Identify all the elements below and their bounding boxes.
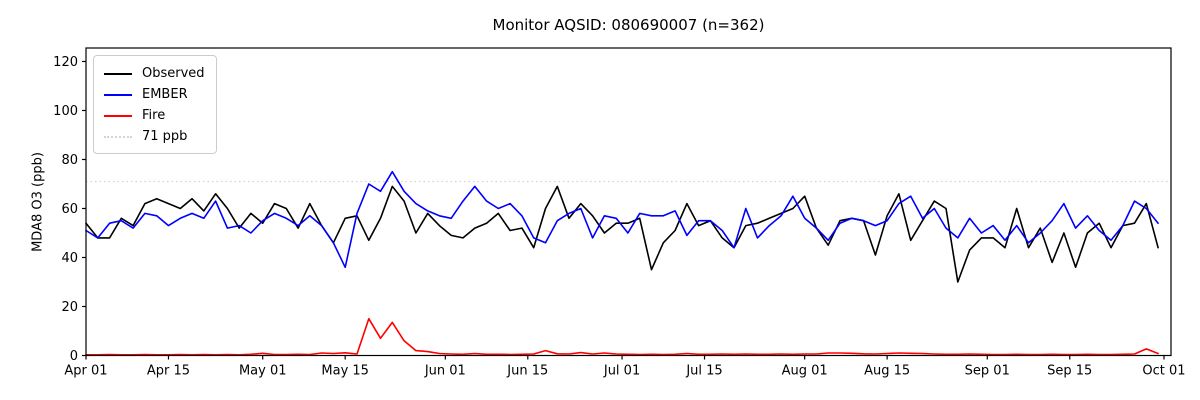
legend-label-observed: Observed	[142, 66, 205, 81]
svg-text:Aug 15: Aug 15	[864, 364, 910, 379]
legend-item-ember: EMBER	[104, 84, 206, 105]
fire-line-swatch	[104, 114, 132, 117]
threshold-line-swatch	[104, 135, 132, 138]
svg-text:0: 0	[70, 349, 78, 364]
svg-text:Sep 15: Sep 15	[1047, 364, 1092, 379]
legend-item-observed: Observed	[104, 63, 206, 84]
svg-text:Apr 15: Apr 15	[147, 364, 190, 379]
legend: Observed EMBER Fire 71 ppb	[93, 55, 217, 154]
svg-text:120: 120	[53, 55, 78, 70]
legend-label-ember: EMBER	[142, 87, 188, 102]
svg-text:40: 40	[61, 251, 78, 266]
svg-text:Aug 01: Aug 01	[782, 364, 828, 379]
svg-text:60: 60	[61, 202, 78, 217]
svg-text:Jun 15: Jun 15	[506, 364, 548, 379]
legend-item-threshold: 71 ppb	[104, 126, 206, 147]
legend-item-fire: Fire	[104, 105, 206, 126]
svg-text:Jul 15: Jul 15	[685, 364, 722, 379]
svg-text:Jun 01: Jun 01	[424, 364, 466, 379]
svg-text:Oct 01: Oct 01	[1142, 364, 1185, 379]
svg-text:Jul 01: Jul 01	[603, 364, 640, 379]
observed-line-swatch	[104, 72, 132, 75]
chart-title: Monitor AQSID: 080690007 (n=362)	[492, 16, 765, 34]
svg-text:Apr 01: Apr 01	[64, 364, 107, 379]
svg-text:80: 80	[61, 153, 78, 168]
svg-text:20: 20	[61, 300, 78, 315]
svg-text:Sep 01: Sep 01	[965, 364, 1010, 379]
svg-text:May 01: May 01	[239, 364, 287, 379]
legend-label-fire: Fire	[142, 108, 166, 123]
svg-text:100: 100	[53, 104, 78, 119]
legend-label-threshold: 71 ppb	[142, 129, 188, 144]
ember-line-swatch	[104, 93, 132, 96]
svg-text:May 15: May 15	[321, 364, 369, 379]
y-axis-label: MDA8 O3 (ppb)	[30, 152, 46, 252]
